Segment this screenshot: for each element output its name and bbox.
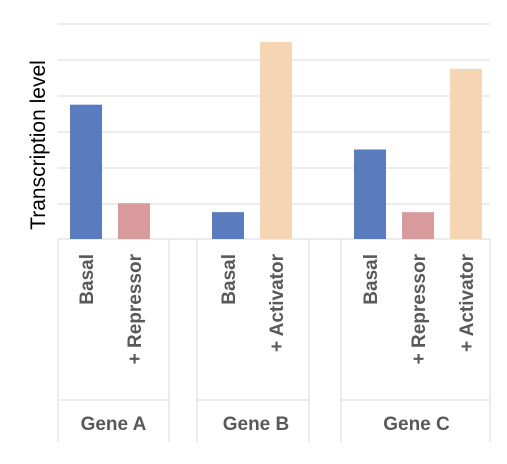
bar-gene-c-repressor [402, 212, 434, 239]
group-label: Gene B [223, 414, 290, 435]
group-label: Gene A [81, 414, 147, 435]
bar-gene-a-basal [70, 104, 102, 239]
category-tick-label: + Activator [267, 253, 288, 352]
category-separators [57, 239, 491, 442]
category-tick-label: + Repressor [409, 253, 430, 364]
bar-gene-c-basal [354, 149, 386, 239]
category-tick-label: + Repressor [125, 253, 146, 364]
category-tick-label: Basal [361, 254, 382, 305]
y-axis-title: Transcription level [27, 60, 50, 230]
bar-gene-b-basal [212, 212, 244, 239]
category-tick-label: Basal [77, 254, 98, 305]
group-label: Gene C [383, 414, 450, 435]
bar-gene-b-activator [260, 42, 292, 239]
bars [70, 42, 482, 239]
group-labels: Gene A Gene B Gene C [81, 414, 450, 435]
category-tick-label: + Activator [457, 253, 478, 352]
bar-gene-a-repressor [118, 203, 150, 239]
category-tick-label: Basal [219, 254, 240, 305]
bar-gene-c-activator [450, 68, 482, 239]
category-tick-labels: Basal + Repressor Basal + Activator Basal + R… [77, 253, 478, 364]
